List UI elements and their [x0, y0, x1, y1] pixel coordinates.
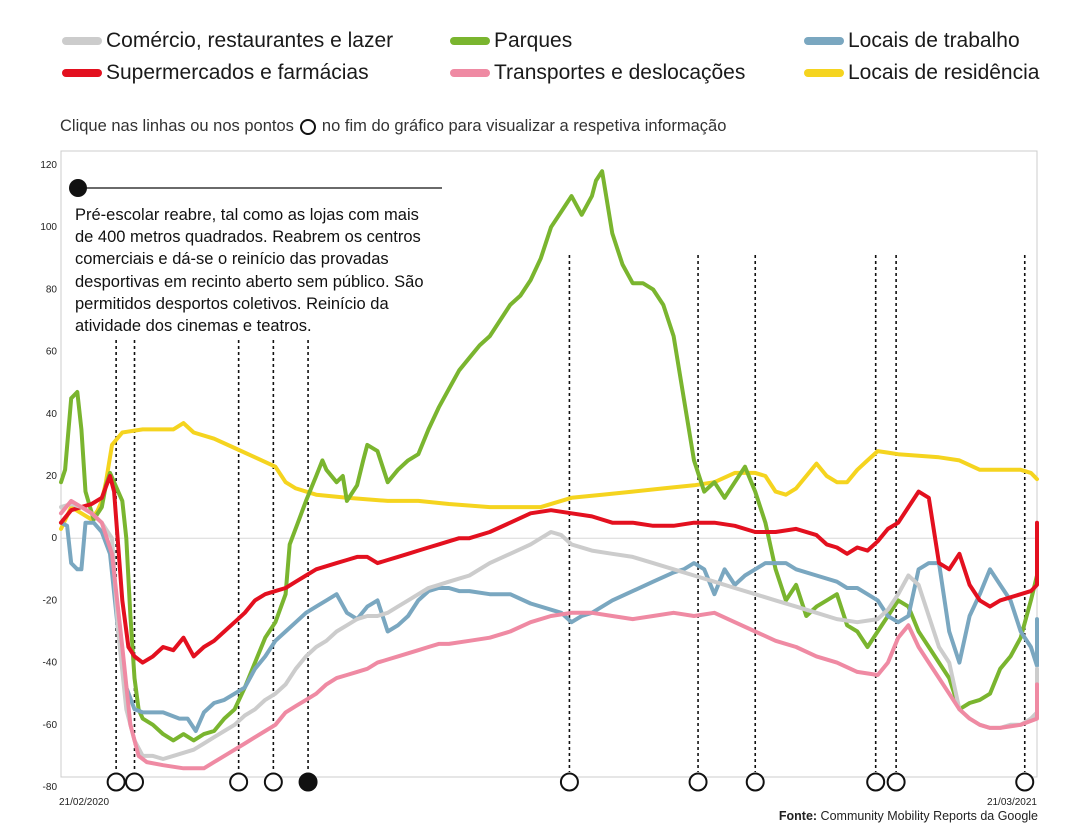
event-annotation: Pré-escolar reabre, tal como as lojas co… [75, 206, 424, 336]
instructions-before: Clique nas linhas ou nos pontos [60, 117, 294, 135]
legend-item-parques[interactable]: Parques [450, 29, 572, 53]
event-marker[interactable] [1015, 772, 1035, 792]
source-text: Community Mobility Reports da Google [820, 809, 1038, 823]
plot-frame [60, 150, 1038, 778]
event-marker[interactable] [745, 772, 765, 792]
series-line-transportes-e-desloca-es [59, 498, 1039, 771]
legend-swatch [62, 37, 102, 45]
series-line-locais-de-trabalho [59, 520, 1039, 733]
event-marker[interactable] [298, 772, 318, 792]
legend-swatch [450, 69, 490, 77]
y-tick-label: -80 [43, 782, 58, 793]
y-tick-label: -60 [43, 720, 58, 731]
legend-swatch [804, 69, 844, 77]
legend-label: Supermercados e farmácias [106, 61, 369, 84]
series-line-locais-de-resid-ncia [59, 421, 1039, 531]
y-tick-label: 60 [46, 347, 58, 358]
legend-item-trabalho[interactable]: Locais de trabalho [804, 29, 1020, 53]
y-tick-label: 0 [51, 533, 57, 544]
y-tick-label: -20 [43, 595, 58, 606]
y-tick-label: 120 [40, 160, 57, 171]
series-line-parques [59, 169, 1039, 743]
legend-label: Locais de residência [848, 61, 1040, 84]
y-tick-label: 40 [46, 409, 58, 420]
legend-item-comercio[interactable]: Comércio, restaurantes e lazer [62, 29, 393, 53]
y-tick-label: -40 [43, 658, 58, 669]
legend-swatch [62, 69, 102, 77]
instructions-after: no fim do gráfico para visualizar a resp… [321, 117, 727, 135]
legend-item-residencia[interactable]: Locais de residência [804, 61, 1039, 85]
source-label: Fonte: [778, 809, 818, 823]
legend-label: Comércio, restaurantes e lazer [106, 29, 394, 52]
event-marker[interactable] [229, 772, 249, 792]
instructions-text: Clique nas linhas ou nos pontos no fim d… [60, 117, 726, 136]
legend-swatch [804, 37, 844, 45]
event-marker[interactable] [125, 772, 145, 792]
series-line-com-rcio-restaurantes-e-lazer [59, 502, 1039, 761]
event-marker[interactable] [106, 772, 126, 792]
x-start-label: 21/02/2020 [59, 797, 109, 808]
event-marker[interactable] [688, 772, 708, 792]
event-marker[interactable] [886, 772, 906, 792]
legend-label: Transportes e deslocações [494, 61, 746, 84]
y-tick-label: 20 [46, 471, 58, 482]
series-line-supermercados-e-farm-cias [59, 474, 1039, 665]
legend-item-supermercados[interactable]: Supermercados e farmácias [62, 61, 369, 85]
event-marker[interactable] [559, 772, 579, 792]
x-end-label: 21/03/2021 [987, 797, 1037, 808]
legend-label: Locais de trabalho [848, 29, 1020, 52]
y-tick-label: 100 [40, 222, 57, 233]
legend-item-transportes[interactable]: Transportes e deslocações [450, 61, 745, 85]
circle-icon [299, 118, 316, 135]
event-marker[interactable] [263, 772, 283, 792]
event-marker[interactable] [866, 772, 886, 792]
legend-label: Parques [494, 29, 573, 52]
legend-swatch [450, 37, 490, 45]
source-note: Fonte: Community Mobility Reports da Goo… [779, 809, 1038, 823]
y-tick-label: 80 [46, 284, 58, 295]
